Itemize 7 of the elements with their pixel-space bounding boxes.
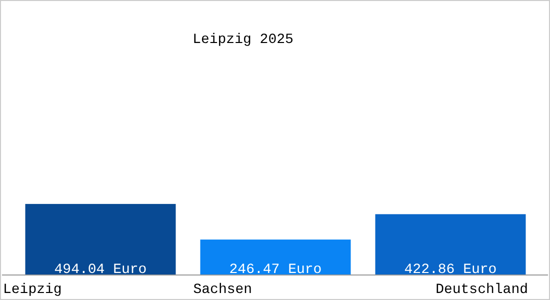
data-label: 422.86 Euro xyxy=(404,262,497,278)
x-tick-label: Sachsen xyxy=(193,282,252,298)
chart-title: Leipzig 2025 xyxy=(192,32,294,48)
x-tick-label: Leipzig xyxy=(3,282,62,298)
x-tick-label: Deutschland xyxy=(436,282,528,298)
data-label: 494.04 Euro xyxy=(54,262,147,278)
data-label: 246.47 Euro xyxy=(229,262,322,278)
